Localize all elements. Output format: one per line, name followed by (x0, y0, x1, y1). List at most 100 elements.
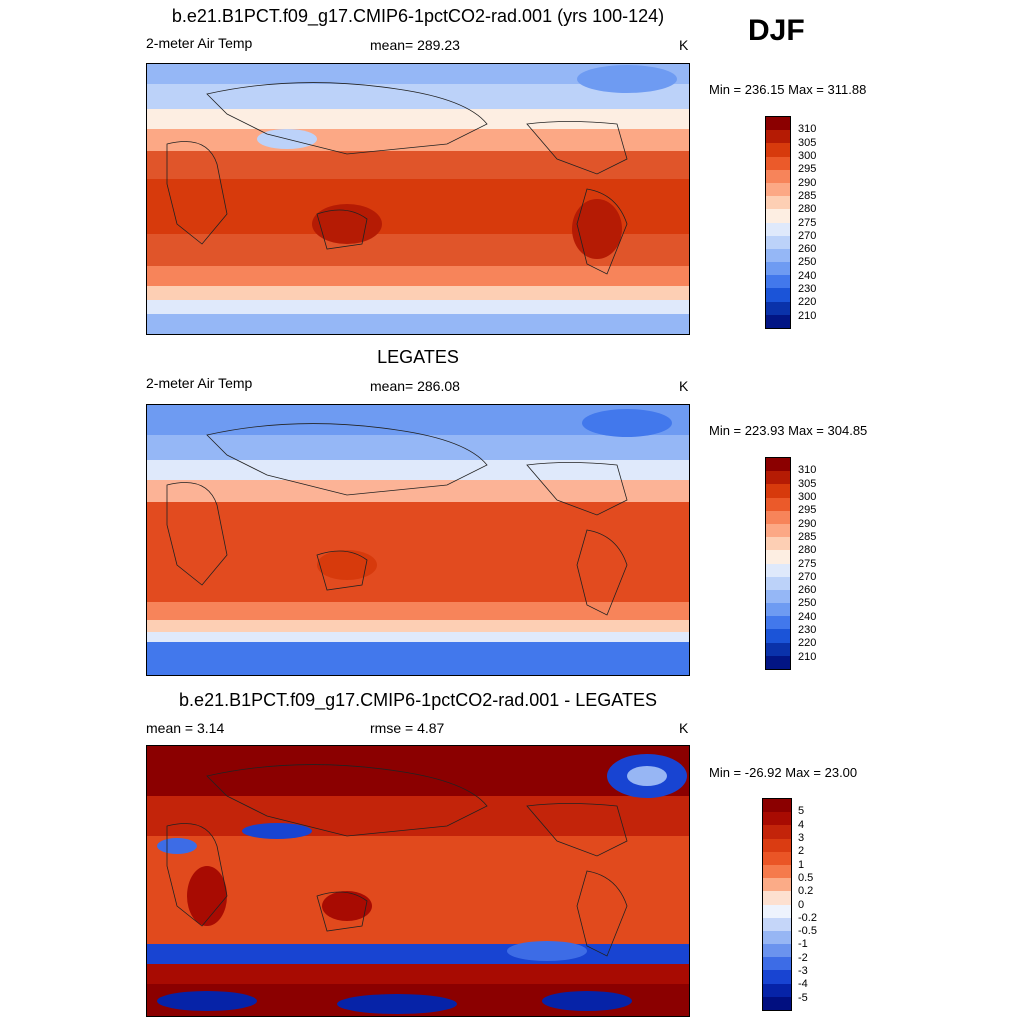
colorbar-tick-label: 250 (798, 597, 817, 610)
panel3-map (146, 745, 690, 1017)
panel1-map-field (147, 64, 689, 334)
colorbar-swatch (763, 996, 791, 1010)
colorbar-tick-label: 0 (798, 898, 805, 911)
colorbar-swatch (766, 576, 790, 590)
colorbar-swatch (766, 143, 790, 157)
colorbar-swatch (766, 196, 790, 210)
colorbar-swatch (766, 235, 790, 249)
colorbar-swatch (766, 550, 790, 564)
colorbar-tick-label: 280 (798, 203, 817, 216)
colorbar-swatch (766, 182, 790, 197)
colorbar-tick-label: 295 (798, 163, 817, 176)
colorbar-tick-label: 2 (798, 845, 805, 858)
panel1-colorbar (765, 116, 791, 329)
colorbar-tick-label: 0.2 (798, 885, 814, 898)
colorbar-swatch (766, 222, 790, 236)
colorbar-swatch (766, 156, 790, 170)
colorbar-swatch (766, 497, 790, 511)
colorbar-tick-label: 5 (798, 805, 805, 818)
colorbar-swatch (763, 878, 791, 892)
colorbar-tick-label: 270 (798, 570, 817, 583)
panel1-title: b.e21.B1PCT.f09_g17.CMIP6-1pctCO2-rad.00… (171, 6, 665, 26)
panel2-colorbar (765, 457, 791, 670)
panel3-minmax: Min = -26.92 Max = 23.00 (709, 765, 858, 780)
colorbar-tick-label: 275 (798, 216, 817, 229)
colorbar-tick-label: 300 (798, 490, 817, 503)
colorbar-tick-label: 240 (798, 610, 817, 623)
colorbar-tick-label: -3 (798, 965, 808, 978)
colorbar-swatch (766, 589, 790, 604)
colorbar-tick-label: -1 (798, 938, 808, 951)
colorbar-swatch (766, 288, 790, 302)
colorbar-swatch (763, 957, 791, 971)
colorbar-swatch (766, 262, 790, 276)
panel2-map-field (147, 405, 689, 675)
colorbar-tick-label: 295 (798, 504, 817, 517)
colorbar-swatch (763, 970, 791, 984)
colorbar-tick-label: -0.2 (798, 911, 817, 924)
colorbar-tick-label: 230 (798, 283, 817, 296)
colorbar-swatch (763, 930, 791, 945)
colorbar-swatch (763, 917, 791, 931)
colorbar-tick-label: 285 (798, 189, 817, 202)
panel2-minmax: Min = 223.93 Max = 304.85 (709, 423, 868, 438)
colorbar-tick-label: 285 (798, 530, 817, 543)
colorbar-tick-label: 310 (798, 123, 817, 136)
panel3-units: K (679, 720, 689, 736)
colorbar-swatch (766, 117, 790, 131)
colorbar-tick-label: 4 (798, 818, 805, 831)
colorbar-swatch (766, 275, 790, 289)
colorbar-tick-label: 280 (798, 544, 817, 557)
panel1-mean-label: mean= 289.23 (370, 37, 460, 53)
colorbar-tick-label: -2 (798, 951, 808, 964)
colorbar-tick-label: 305 (798, 477, 817, 490)
colorbar-tick-label: 260 (798, 584, 817, 597)
colorbar-swatch (763, 825, 791, 839)
colorbar-tick-label: 230 (798, 624, 817, 637)
colorbar-tick-label: 290 (798, 176, 817, 189)
panel1-units: K (679, 37, 689, 53)
colorbar-tick-label: 260 (798, 243, 817, 256)
colorbar-tick-label: -5 (798, 991, 808, 1004)
colorbar-swatch (763, 944, 791, 958)
colorbar-swatch (766, 484, 790, 498)
panel2-mean-label: mean= 286.08 (370, 378, 460, 394)
colorbar-swatch (766, 629, 790, 643)
colorbar-swatch (763, 812, 791, 826)
colorbar-swatch (763, 851, 791, 865)
panel2-units: K (679, 378, 689, 394)
colorbar-swatch (766, 248, 790, 263)
panel3-map-field (147, 746, 689, 1016)
panel3-mean-label: mean = 3.14 (146, 720, 225, 736)
colorbar-swatch (766, 510, 790, 524)
colorbar-swatch (766, 458, 790, 472)
colorbar-tick-label: 310 (798, 464, 817, 477)
panel2-title: LEGATES (377, 347, 459, 367)
colorbar-tick-label: 210 (798, 650, 817, 663)
colorbar-tick-label: 275 (798, 557, 817, 570)
colorbar-swatch (766, 563, 790, 577)
panel1-map (146, 63, 690, 335)
panel2-variable-label: 2-meter Air Temp (146, 375, 253, 391)
colorbar-swatch (766, 603, 790, 617)
colorbar-swatch (763, 864, 791, 879)
colorbar-tick-label: 1 (798, 858, 805, 871)
colorbar-swatch (763, 904, 791, 918)
colorbar-swatch (763, 838, 791, 852)
panel3-colorbar (762, 798, 792, 1011)
panel3-title: b.e21.B1PCT.f09_g17.CMIP6-1pctCO2-rad.00… (179, 690, 657, 710)
colorbar-tick-label: 240 (798, 269, 817, 282)
season-label: DJF (748, 14, 805, 47)
colorbar-swatch (766, 642, 790, 656)
colorbar-swatch (766, 655, 790, 669)
colorbar-tick-label: 305 (798, 136, 817, 149)
colorbar-tick-label: 3 (798, 831, 805, 844)
panel2-map (146, 404, 690, 676)
colorbar-tick-label: 220 (798, 637, 817, 650)
colorbar-swatch (766, 301, 790, 315)
colorbar-tick-label: 300 (798, 149, 817, 162)
colorbar-swatch (763, 891, 791, 905)
panel3-rmse-label: rmse = 4.87 (370, 720, 445, 736)
colorbar-swatch (766, 209, 790, 223)
colorbar-tick-label: 250 (798, 256, 817, 269)
